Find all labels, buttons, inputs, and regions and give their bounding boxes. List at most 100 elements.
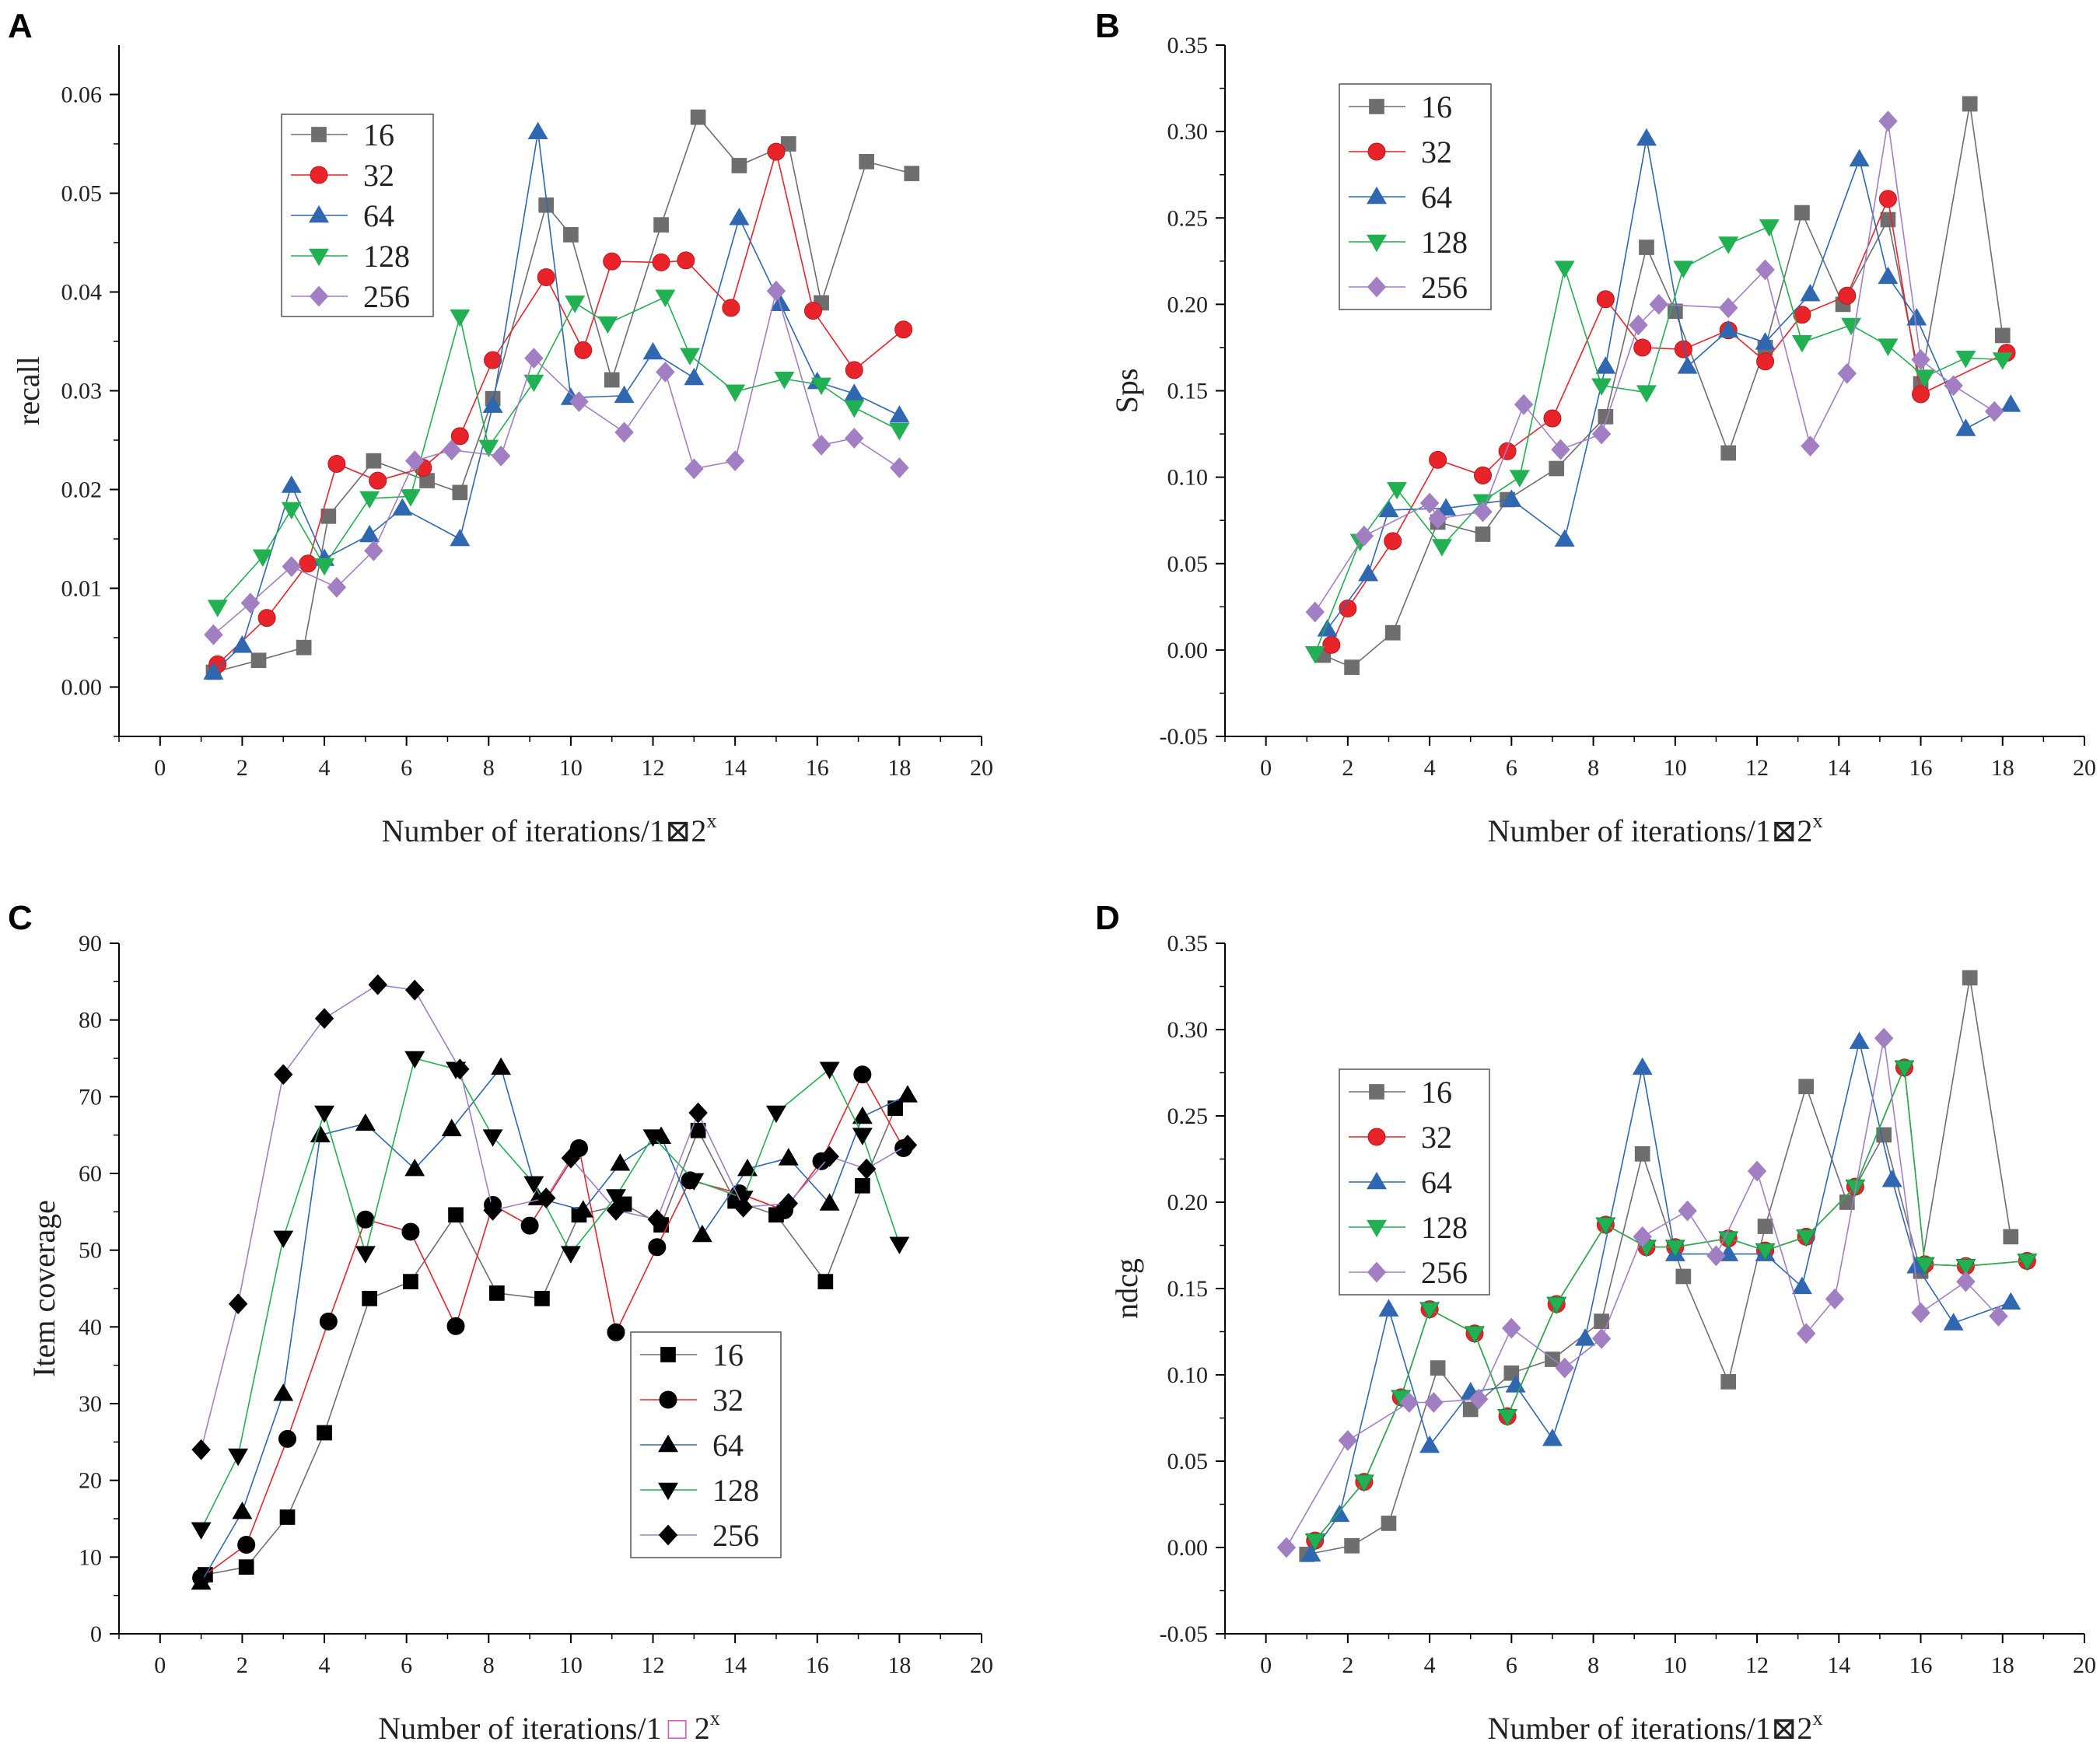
- panel-a-series-128-point: [725, 384, 746, 402]
- panel-d-series-16-line: [1307, 977, 2012, 1555]
- panel-a-series-256-point: [725, 450, 745, 472]
- panel-d-legend-marker: [1367, 1261, 1387, 1283]
- panel-d-series-128-point: [1419, 1302, 1440, 1320]
- panel-d-group: D 0 2 4 6 8 10 12 14 16 18 20 -0.05 0.00 0.05 0.10 0.15 0…: [1095, 899, 2096, 1746]
- panel-c-xtick-label: 12: [642, 1652, 665, 1678]
- panel-c-series-64-point: [737, 1158, 758, 1177]
- panel-b-series-64-point: [1554, 529, 1575, 547]
- panel-a-xtick-label: 18: [887, 755, 911, 781]
- panel-b-legend-marker: [1367, 276, 1387, 298]
- panel-c-xtick-label: 20: [970, 1652, 993, 1678]
- panel-b-xtick-label: 2: [1342, 755, 1353, 781]
- panel-a-series-32-point: [845, 361, 863, 379]
- panel-d-legend-marker: [1369, 1084, 1384, 1100]
- panel-b-series-32-point: [1633, 338, 1652, 357]
- panel-b-ytick-label: 0.00: [1167, 638, 1209, 663]
- panel-c-series-256-point: [405, 979, 425, 1001]
- panel-c-series-128-point: [404, 1051, 425, 1069]
- panel-a-series-32-point: [722, 299, 740, 317]
- panel-b-xtick-label: 6: [1506, 755, 1517, 781]
- panel-a-series-64-point: [482, 395, 503, 413]
- panel-c-series-64-point: [610, 1153, 631, 1171]
- panel-d-series-128-point: [1546, 1296, 1567, 1315]
- panel-b-series-256-point: [1985, 400, 2004, 422]
- panel-d-legend-label: 16: [1421, 1075, 1452, 1110]
- panel-c-series-256-point: [191, 1439, 211, 1460]
- panel-a-legend-marker: [311, 127, 327, 142]
- panel-a-legend-label: 256: [363, 279, 410, 314]
- panel-a-ytick-label: 0.06: [61, 82, 103, 108]
- panel-d-series-256-point: [1678, 1200, 1697, 1222]
- panel-d-ytick-label: 0.00: [1167, 1535, 1209, 1561]
- panel-a-series-32-line: [217, 149, 905, 665]
- panel-c-series-256-point: [368, 974, 387, 995]
- panel-c-series-16-point: [317, 1425, 332, 1441]
- panel-c-series-32-point: [520, 1216, 539, 1235]
- panel-d-xtick-label: 12: [1745, 1652, 1769, 1678]
- panel-c-ytick-label: 10: [79, 1544, 102, 1570]
- panel-a-series-64-point: [281, 475, 302, 493]
- panel-a-ylabel: recall: [11, 356, 46, 425]
- panel-d-series-256-point: [1502, 1317, 1521, 1339]
- panel-d-series-16-point: [1462, 1401, 1479, 1418]
- panel-d-series-64-point: [1378, 1299, 1399, 1317]
- panel-b-series-16-point: [1994, 327, 2011, 344]
- panel-d-series-256-point: [1276, 1537, 1297, 1558]
- panel-c-group: C 0 2 4 6 8 10 12 14 16 18 20 0 10 20 30 40 50 60 70 80 90 Ite…: [8, 899, 993, 1746]
- panel-b-series-32-point: [1339, 600, 1357, 618]
- panel-d-series-256-point: [1338, 1429, 1358, 1451]
- panel-a-ytick-label: 0.04: [61, 280, 103, 306]
- panel-c-xtick-label: 6: [401, 1652, 412, 1678]
- panel-d-series-128-point: [2017, 1254, 2038, 1271]
- panel-a-series-32-point: [369, 471, 387, 490]
- panel-a-legend-marker: [309, 205, 329, 223]
- panel-c-series-16-line: [205, 1107, 896, 1575]
- panel-c-series-256-point: [820, 1145, 839, 1167]
- panel-b-series-64-point: [2000, 394, 2021, 412]
- panel-d-series-16-point: [2003, 1229, 2019, 1245]
- panel-d-ytick-label: 0.05: [1167, 1449, 1209, 1474]
- panel-c-ytick-label: 40: [79, 1314, 102, 1340]
- panel-a-legend-label: 128: [363, 239, 410, 274]
- panel-a-series-256-point: [524, 348, 544, 369]
- panel-c-legend-label: 16: [712, 1338, 744, 1373]
- panel-c-series-32-point: [607, 1323, 625, 1341]
- panel-b-series-16-point: [1384, 624, 1401, 641]
- panel-b-series-64-point: [1358, 563, 1379, 582]
- panel-d-series-64-point: [1632, 1057, 1653, 1075]
- panel-b-ylabel: Sps: [1109, 369, 1144, 414]
- panel-d-legend-label: 32: [1421, 1120, 1452, 1155]
- panel-b-ytick-label: 0.15: [1167, 379, 1209, 404]
- panel-d-series-128-point: [1755, 1243, 1776, 1261]
- panel-d-series-128-point: [1914, 1257, 1935, 1275]
- panel-b-series-128-point: [1878, 338, 1899, 356]
- panel-b-series-256-point: [1514, 393, 1534, 415]
- panel-c-series-128-point: [889, 1236, 910, 1254]
- panel-c-series-256-point: [314, 1008, 334, 1030]
- panel-b-series-64-point: [1595, 356, 1616, 374]
- panel-c-series-16-point: [855, 1177, 870, 1194]
- panel-b-series-64-point: [1636, 128, 1657, 146]
- panel-b-series-64-point: [1718, 320, 1739, 338]
- panel-b-series-256-point: [1649, 293, 1668, 315]
- panel-a-series-256-point: [442, 439, 461, 461]
- panel-b-series-16-point: [1962, 96, 1978, 112]
- panel-c-series-32-point: [319, 1312, 338, 1331]
- panel-a-series-256-point: [656, 361, 675, 383]
- panel-c-series-128-point: [684, 1173, 705, 1191]
- panel-c-xtick-label: 4: [319, 1652, 331, 1678]
- panel-c-series-64-point: [778, 1148, 799, 1166]
- panel-c-xtick-label: 8: [483, 1652, 495, 1678]
- panel-d-ytick-label: 0.30: [1167, 1017, 1209, 1043]
- panel-d-series-128-point: [1796, 1229, 1817, 1247]
- panel-c-series-32-point: [401, 1222, 420, 1241]
- panel-a-series-128-point: [314, 558, 335, 576]
- panel-d-xlabel-superscript: x: [1812, 1707, 1822, 1729]
- panel-c-ytick-label: 70: [79, 1084, 102, 1110]
- panel-d-xtick-label: 0: [1260, 1652, 1272, 1678]
- panel-c-series-256-point: [688, 1102, 708, 1124]
- panel-d-series-16-point: [1962, 970, 1978, 986]
- panel-c-series-256-point: [898, 1135, 918, 1156]
- panel-c-series-256-point: [483, 1199, 502, 1221]
- panel-d-series-16-point: [1675, 1268, 1692, 1285]
